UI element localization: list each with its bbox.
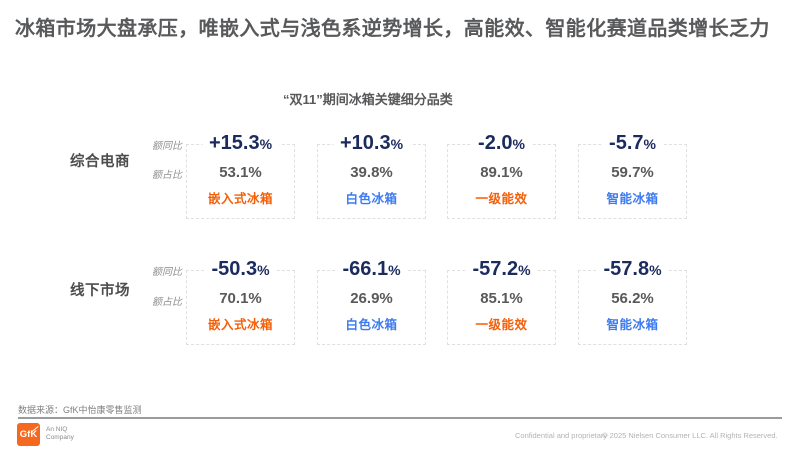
category-label: 白色冰箱 [345,318,398,332]
percent-sign: % [649,262,662,278]
share-value: 39.8% [350,164,393,181]
yoy-number: +15.3 [208,132,260,154]
share-value: 89.1% [480,164,523,181]
yoy-number: -50.3 [211,258,258,280]
row-label-ecommerce: 综合电商 [70,154,130,170]
yoy-value: -50.3% [204,258,277,281]
cell-ecommerce-energy: -2.0% 89.1% 一级能效 [447,132,556,219]
cell-ecommerce-smart: -5.7% 59.7% 智能冰箱 [578,132,687,219]
metric-label-share-row2: 额占比 [152,297,182,308]
metric-label-yoy-row1: 额同比 [152,141,182,152]
cell-offline-white: -66.1% 26.9% 白色冰箱 [317,258,426,345]
percent-sign: % [259,136,273,152]
category-label: 一级能效 [475,192,528,206]
confidential-note: Confidential and proprietary [515,431,608,440]
page-title: 冰箱市场大盘承压，唯嵌入式与浅色系逆势增长，高能效、智能化赛道品类增长乏力 [15,18,770,40]
footer-divider [18,417,782,419]
share-value: 59.7% [611,164,654,181]
cell-offline-builtin: -50.3% 70.1% 嵌入式冰箱 [186,258,295,345]
category-label: 嵌入式冰箱 [207,318,273,332]
yoy-number: +10.3 [339,132,391,154]
percent-sign: % [512,136,525,152]
metric-label-yoy-row2: 额同比 [152,267,182,278]
gfk-logo: GfK [17,423,40,446]
niq-line2: Company [46,434,74,441]
cell-ecommerce-builtin: +15.3% 53.1% 嵌入式冰箱 [186,132,295,219]
share-value: 70.1% [219,290,262,307]
yoy-value: +10.3% [332,132,411,155]
percent-sign: % [388,262,401,278]
yoy-value: -57.2% [465,258,538,281]
category-label: 嵌入式冰箱 [207,192,273,206]
yoy-value: -2.0% [471,132,532,155]
yoy-number: -57.2 [472,258,519,280]
cell-offline-energy: -57.2% 85.1% 一级能效 [447,258,556,345]
percent-sign: % [643,136,656,152]
niq-company-label: An NIQ Company [46,426,74,442]
category-label: 智能冰箱 [606,318,659,332]
yoy-value: -5.7% [602,132,663,155]
data-source-note: 数据来源：GfK中怡康零售监测 [18,405,142,415]
share-value: 85.1% [480,290,523,307]
yoy-number: -66.1 [342,258,389,280]
yoy-value: +15.3% [201,132,280,155]
copyright-note: © 2025 Nielsen Consumer LLC. All Rights … [602,431,778,440]
percent-sign: % [390,136,404,152]
metric-label-share-row1: 额占比 [152,170,182,181]
chart-subtitle: “双11”期间冰箱关键细分品类 [283,92,453,107]
row-label-offline: 线下市场 [70,283,130,299]
cell-ecommerce-white: +10.3% 39.8% 白色冰箱 [317,132,426,219]
yoy-value: -66.1% [335,258,408,281]
gfk-logo-text: GfK [19,429,38,440]
share-value: 56.2% [611,290,654,307]
category-label: 白色冰箱 [345,192,398,206]
percent-sign: % [257,262,270,278]
yoy-value: -57.8% [596,258,669,281]
category-label: 智能冰箱 [606,192,659,206]
yoy-number: -57.8 [603,258,650,280]
percent-sign: % [518,262,531,278]
yoy-number: -5.7 [609,132,644,154]
category-label: 一级能效 [475,318,528,332]
cell-offline-smart: -57.8% 56.2% 智能冰箱 [578,258,687,345]
yoy-number: -2.0 [478,132,513,154]
share-value: 26.9% [350,290,393,307]
share-value: 53.1% [219,164,262,181]
niq-line1: An NIQ [46,426,68,433]
